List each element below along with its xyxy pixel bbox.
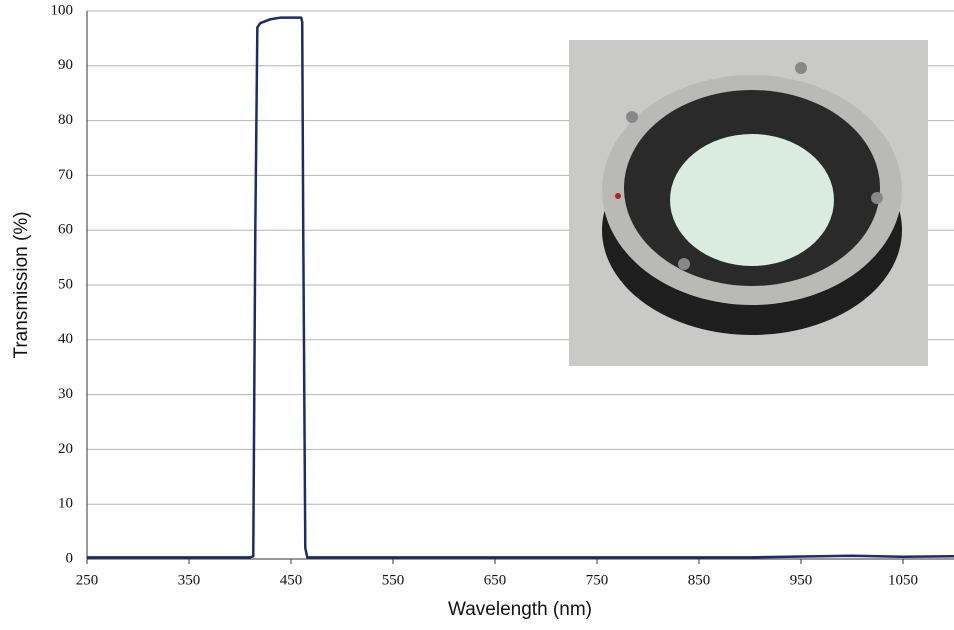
x-tick-label: 1050 — [888, 572, 918, 588]
x-axis-label: Wavelength (nm) — [448, 599, 592, 620]
y-tick-label: 30 — [58, 386, 73, 402]
x-tick-label: 450 — [280, 572, 303, 588]
x-tick-label: 350 — [178, 572, 201, 588]
y-tick-label: 60 — [58, 222, 73, 238]
x-tick-label: 650 — [484, 572, 507, 588]
y-tick-label: 0 — [66, 550, 74, 566]
y-tick-label: 10 — [58, 496, 73, 512]
y-axis-label: Transmission (%) — [11, 211, 32, 358]
y-tick-label: 80 — [58, 112, 73, 128]
x-tick-label: 850 — [688, 572, 711, 588]
y-tick-label: 90 — [58, 57, 73, 73]
inset-photo — [569, 40, 928, 366]
y-tick-label: 50 — [58, 276, 73, 292]
y-tick-label: 70 — [58, 167, 73, 183]
x-tick-label: 550 — [382, 572, 405, 588]
y-tick-label: 20 — [58, 441, 73, 457]
x-tick-label: 750 — [586, 572, 609, 588]
x-tick-label: 250 — [76, 572, 99, 588]
x-tick-label: 950 — [790, 572, 813, 588]
y-tick-label: 40 — [58, 331, 73, 347]
series-line — [87, 16, 954, 559]
y-tick-label: 100 — [51, 2, 74, 18]
